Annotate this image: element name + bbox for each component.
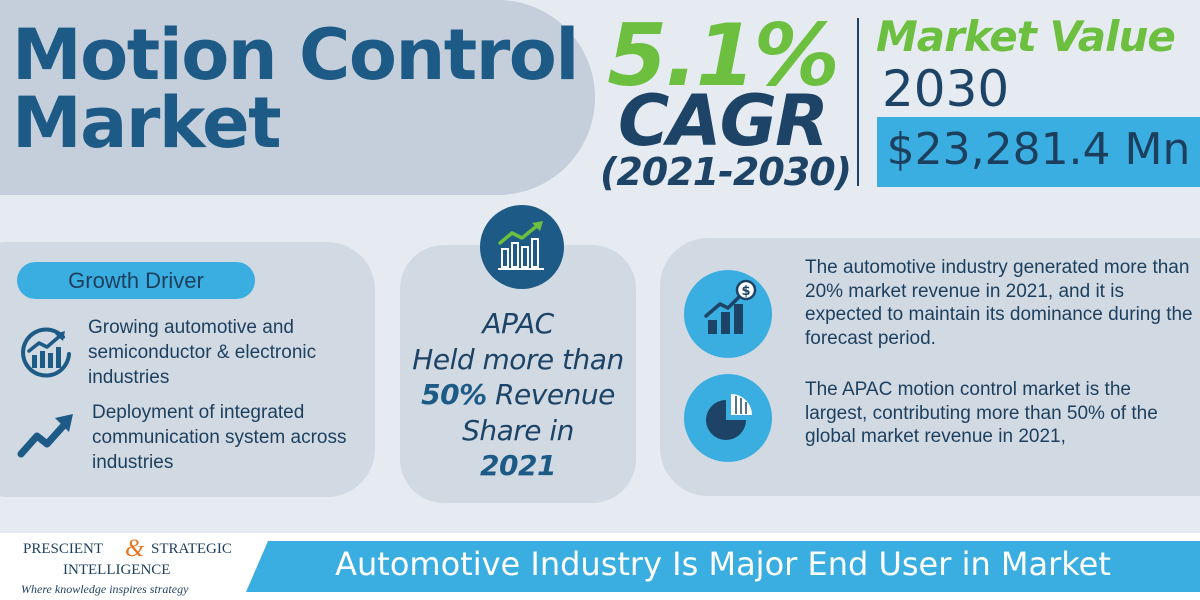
- brand-name-prescient: PRESCIENT: [23, 541, 104, 557]
- pie-chart-icon: [684, 374, 772, 462]
- footer-banner-text: Automotive Industry Is Major End User in…: [335, 545, 1111, 583]
- apac-share-suffix: Revenue: [486, 378, 615, 411]
- brand-name-strategic: STRATEGIC: [151, 541, 232, 557]
- fact-apac-largest: The APAC motion control market is the la…: [805, 379, 1158, 447]
- title-line-2: Market: [12, 82, 282, 164]
- title-panel: [0, 0, 595, 195]
- apac-share-line: 50% Revenue: [400, 378, 636, 411]
- cagr-value: 5.1%: [607, 6, 840, 106]
- brand-tagline: Where knowledge inspires strategy: [21, 582, 189, 596]
- cagr-label: CAGR: [618, 80, 829, 162]
- cagr-period: (2021-2030): [600, 150, 852, 194]
- market-value-amount: $23,281.4 Mn: [886, 124, 1191, 175]
- fact-automotive-revenue: The automotive industry generated more t…: [805, 257, 1193, 349]
- revenue-growth-icon: $: [684, 270, 772, 358]
- title-line-1: Motion Control: [12, 14, 579, 96]
- bar-chart-growth-icon: [480, 205, 564, 289]
- brand-ampersand: &: [125, 535, 145, 562]
- footer-banner: [246, 541, 1200, 592]
- apac-share-value: 50%: [421, 378, 487, 411]
- growth-chart-icon: [17, 322, 75, 380]
- market-value-year: 2030: [882, 60, 1010, 118]
- apac-statement: Held more than: [412, 343, 624, 376]
- market-value-box: $23,281.4 Mn: [877, 117, 1200, 187]
- apac-share-in: Share in: [462, 414, 574, 447]
- apac-region: APAC: [482, 307, 554, 340]
- growth-driver-item-1: Growing automotive and semiconductor & e…: [88, 317, 317, 388]
- growth-driver-heading: Growth Driver: [17, 262, 255, 299]
- growth-driver-item-2: Deployment of integrated communication s…: [92, 402, 347, 473]
- header-divider: [857, 18, 859, 186]
- svg-text:$: $: [741, 284, 750, 299]
- trend-arrow-icon: [17, 408, 75, 466]
- market-value-label: Market Value: [876, 12, 1176, 61]
- apac-year: 2021: [480, 449, 556, 482]
- brand-name-intelligence: INTELLIGENCE: [63, 562, 171, 578]
